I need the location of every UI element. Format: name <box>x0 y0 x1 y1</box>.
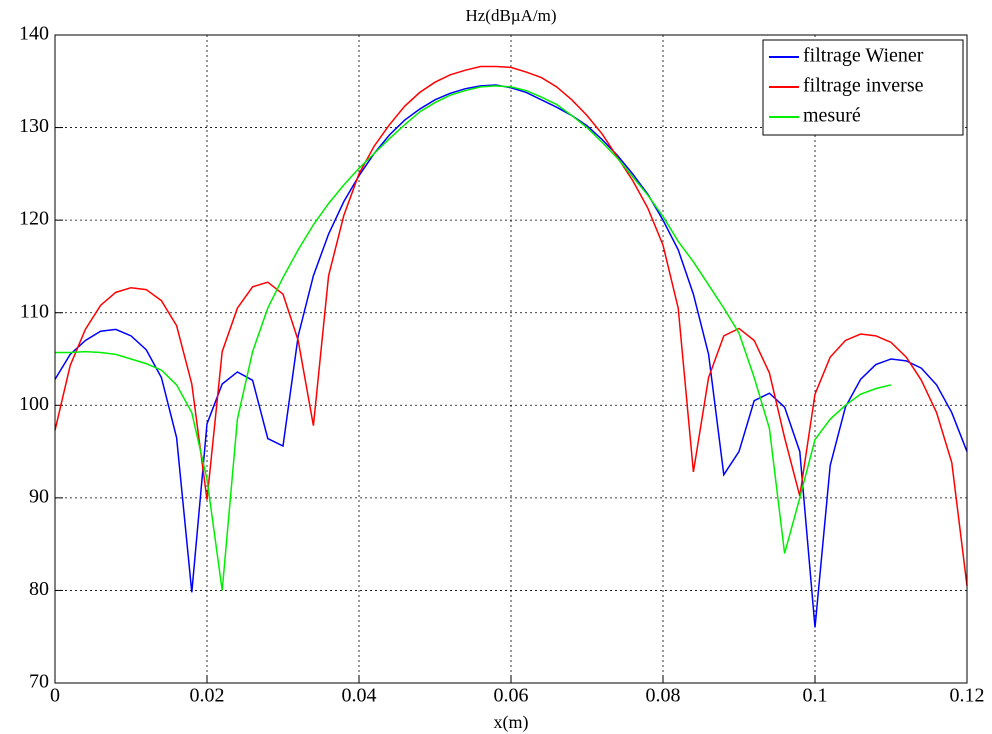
y-tick-label: 130 <box>19 115 49 137</box>
legend-label: mesuré <box>803 105 861 127</box>
x-tick-label: 0 <box>50 685 60 707</box>
x-tick-label: 0.06 <box>494 685 529 707</box>
y-tick-label: 100 <box>19 393 49 415</box>
y-tick-label: 140 <box>19 23 49 45</box>
y-tick-label: 70 <box>29 671 49 693</box>
legend-label: filtrage Wiener <box>803 45 924 67</box>
y-tick-label: 120 <box>19 208 49 230</box>
data-line <box>54 65 968 586</box>
x-tick-label: 0.12 <box>950 685 985 707</box>
x-tick-label: 0.02 <box>190 685 225 707</box>
data-line <box>55 85 892 591</box>
x-axis-label: x(m) <box>494 712 529 733</box>
y-tick-label: 80 <box>29 578 49 600</box>
legend-label: filtrage inverse <box>803 75 924 97</box>
x-tick-label: 0.04 <box>342 685 377 707</box>
data-line <box>54 84 968 628</box>
x-tick-label: 0.1 <box>803 685 828 707</box>
axes-box <box>54 34 968 684</box>
x-tick-label: 0.08 <box>646 685 681 707</box>
y-tick-label: 90 <box>29 485 49 507</box>
chart-title: Hz(dBµA/m) <box>465 6 556 25</box>
y-tick-label: 110 <box>20 300 49 322</box>
